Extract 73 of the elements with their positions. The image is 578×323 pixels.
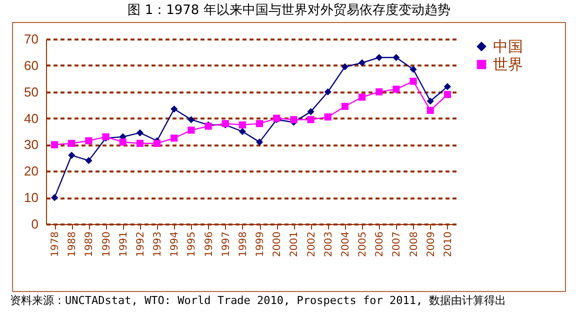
point bbox=[392, 54, 400, 62]
x-tick-label: 2006 bbox=[374, 232, 386, 257]
point bbox=[256, 120, 264, 128]
point bbox=[188, 116, 195, 124]
y-tick-label: 10 bbox=[24, 190, 38, 206]
x-tick-label: 1995 bbox=[186, 232, 198, 257]
point bbox=[170, 134, 178, 142]
point bbox=[238, 121, 246, 128]
y-tick-label: 0 bbox=[31, 216, 38, 232]
x-tick-label: 1996 bbox=[204, 232, 215, 257]
y-tick-label: 20 bbox=[24, 164, 38, 179]
x-tick-label: 2001 bbox=[289, 232, 300, 257]
point bbox=[426, 106, 434, 114]
point bbox=[188, 126, 195, 134]
x-tick-label: 1991 bbox=[118, 232, 130, 257]
point bbox=[68, 140, 76, 147]
legend-label: 中国 bbox=[493, 38, 523, 56]
point bbox=[426, 98, 434, 105]
x-tick-label: 2010 bbox=[442, 232, 454, 257]
x-tick-label: 1988 bbox=[67, 232, 78, 257]
x-tick-label: 2003 bbox=[323, 232, 334, 257]
y-tick-label: 50 bbox=[24, 84, 38, 100]
x-tick-label: 1978 bbox=[50, 232, 62, 257]
text: 资料来源：UNCTADstat, WTO: World Trade 2010, Prospects for 2011, 数据由计算得出 bbox=[9, 293, 508, 309]
x-tick-label: 2005 bbox=[358, 232, 369, 257]
x-tick-label: 1999 bbox=[255, 232, 266, 257]
x-tick-label: 2007 bbox=[392, 232, 403, 257]
x-tick-label: 1993 bbox=[152, 232, 164, 257]
point bbox=[85, 157, 92, 164]
point bbox=[307, 116, 314, 124]
x-tick-label: 1998 bbox=[238, 232, 249, 257]
point bbox=[358, 94, 366, 101]
point bbox=[324, 88, 332, 96]
point bbox=[290, 116, 298, 124]
y-tick-label: 70 bbox=[24, 32, 38, 46]
x-tick-label: 1997 bbox=[220, 232, 232, 257]
x-tick-label: 2004 bbox=[340, 232, 352, 257]
point bbox=[119, 138, 126, 146]
x-tick-label: 1994 bbox=[170, 232, 181, 257]
point bbox=[392, 86, 400, 93]
point bbox=[51, 194, 58, 202]
point bbox=[136, 129, 144, 136]
point bbox=[324, 113, 332, 120]
point bbox=[170, 106, 178, 113]
point bbox=[444, 90, 451, 98]
x-tick-label: 2002 bbox=[306, 232, 318, 257]
x-tick-label: 1990 bbox=[101, 232, 112, 257]
y-tick-label: 40 bbox=[24, 110, 38, 126]
point bbox=[68, 152, 76, 159]
x-tick-label: 2008 bbox=[408, 232, 420, 257]
x-tick-label: 1989 bbox=[84, 232, 96, 257]
point bbox=[358, 59, 366, 66]
x-tick-label: 1992 bbox=[135, 232, 146, 257]
point bbox=[154, 140, 161, 147]
point bbox=[51, 141, 58, 148]
point bbox=[341, 102, 348, 110]
point bbox=[376, 88, 383, 96]
y-tick-label: 30 bbox=[24, 137, 38, 152]
point bbox=[136, 140, 144, 147]
chart-title: 图 1：1978 年以来中国与世界对外贸易依存度变动趋势 bbox=[126, 2, 452, 20]
y-tick-label: 60 bbox=[24, 58, 38, 73]
x-tick-label: 2000 bbox=[272, 232, 284, 257]
point bbox=[376, 54, 383, 62]
point bbox=[256, 138, 264, 146]
point bbox=[85, 137, 92, 144]
point bbox=[444, 83, 451, 90]
point bbox=[238, 128, 246, 136]
legend-label: 世界 bbox=[493, 56, 523, 74]
point bbox=[410, 78, 417, 85]
point bbox=[307, 108, 314, 116]
point bbox=[410, 66, 417, 73]
point bbox=[341, 63, 348, 70]
x-tick-label: 2009 bbox=[426, 232, 437, 257]
